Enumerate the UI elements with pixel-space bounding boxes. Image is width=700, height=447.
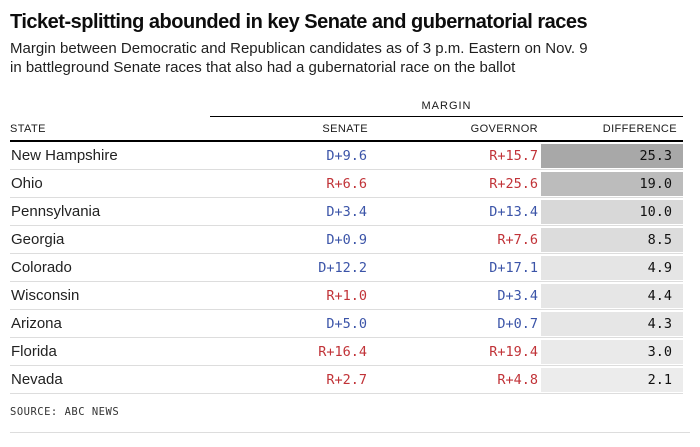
- difference-value: 10.0: [541, 200, 683, 224]
- subtitle-line-2: in battleground Senate races that also h…: [10, 59, 516, 76]
- state-name: Georgia: [11, 231, 65, 248]
- state-name: Colorado: [11, 259, 72, 276]
- state-name: New Hampshire: [11, 147, 118, 164]
- senate-margin: D+3.4: [326, 203, 367, 220]
- senate-margin: D+5.0: [326, 315, 367, 332]
- difference-cell: 25.3: [541, 142, 683, 169]
- margin-group-header: MARGIN: [210, 100, 683, 117]
- difference-value: 19.0: [541, 172, 683, 196]
- state-name: Florida: [11, 343, 57, 360]
- difference-value: 4.4: [541, 284, 683, 308]
- governor-margin: R+7.6: [497, 231, 538, 248]
- difference-value: 25.3: [541, 144, 683, 168]
- senate-margin: R+1.0: [326, 287, 367, 304]
- subtitle: Margin between Democratic and Republican…: [10, 39, 690, 77]
- governor-margin: R+19.4: [489, 343, 538, 360]
- senate-margin: D+9.6: [326, 147, 367, 164]
- table-body: New Hampshire D+9.6 R+15.7 25.3 Ohio R+6.6 R+2…: [10, 142, 683, 394]
- difference-cell: 4.9: [541, 254, 683, 281]
- difference-cell: 10.0: [541, 198, 683, 225]
- column-header-state: STATE: [10, 123, 46, 135]
- senate-margin: R+16.4: [318, 343, 367, 360]
- margins-table: MARGIN STATE SENATE GOVERNOR DIFFERENCE …: [10, 100, 683, 394]
- difference-value: 4.9: [541, 256, 683, 280]
- state-name: Arizona: [11, 315, 62, 332]
- governor-margin: D+13.4: [489, 203, 538, 220]
- table-row: Georgia D+0.9 R+7.6 8.5: [10, 226, 683, 254]
- senate-margin: D+12.2: [318, 259, 367, 276]
- state-name: Ohio: [11, 175, 43, 192]
- difference-cell: 8.5: [541, 226, 683, 253]
- column-header-governor: GOVERNOR: [470, 123, 538, 135]
- bottom-divider: [10, 432, 690, 433]
- page-title: Ticket-splitting abounded in key Senate …: [10, 11, 588, 33]
- state-name: Nevada: [11, 371, 63, 388]
- column-header-difference: DIFFERENCE: [602, 123, 677, 135]
- governor-margin: R+15.7: [489, 147, 538, 164]
- state-name: Wisconsin: [11, 287, 80, 304]
- table-row: Florida R+16.4 R+19.4 3.0: [10, 338, 683, 366]
- table-row: Arizona D+5.0 D+0.7 4.3: [10, 310, 683, 338]
- difference-value: 2.1: [541, 368, 683, 392]
- table-row: Pennsylvania D+3.4 D+13.4 10.0: [10, 198, 683, 226]
- governor-margin: D+3.4: [497, 287, 538, 304]
- difference-cell: 3.0: [541, 338, 683, 365]
- difference-cell: 4.4: [541, 282, 683, 309]
- source-credit: SOURCE: ABC NEWS: [10, 406, 120, 418]
- senate-margin: R+6.6: [326, 175, 367, 192]
- senate-margin: D+0.9: [326, 231, 367, 248]
- state-name: Pennsylvania: [11, 203, 101, 220]
- difference-cell: 2.1: [541, 366, 683, 393]
- subtitle-line-1: Margin between Democratic and Republican…: [10, 40, 588, 57]
- table-row: New Hampshire D+9.6 R+15.7 25.3: [10, 142, 683, 170]
- table-row: Ohio R+6.6 R+25.6 19.0: [10, 170, 683, 198]
- table-row: Wisconsin R+1.0 D+3.4 4.4: [10, 282, 683, 310]
- table-row: Nevada R+2.7 R+4.8 2.1: [10, 366, 683, 394]
- table-header-row: STATE SENATE GOVERNOR DIFFERENCE: [10, 117, 683, 142]
- difference-cell: 4.3: [541, 310, 683, 337]
- senate-margin: R+2.7: [326, 371, 367, 388]
- difference-value: 3.0: [541, 340, 683, 364]
- column-header-senate: SENATE: [322, 123, 368, 135]
- governor-margin: D+0.7: [497, 315, 538, 332]
- difference-cell: 19.0: [541, 170, 683, 197]
- governor-margin: R+4.8: [497, 371, 538, 388]
- governor-margin: D+17.1: [489, 259, 538, 276]
- difference-value: 4.3: [541, 312, 683, 336]
- governor-margin: R+25.6: [489, 175, 538, 192]
- difference-value: 8.5: [541, 228, 683, 252]
- table-row: Colorado D+12.2 D+17.1 4.9: [10, 254, 683, 282]
